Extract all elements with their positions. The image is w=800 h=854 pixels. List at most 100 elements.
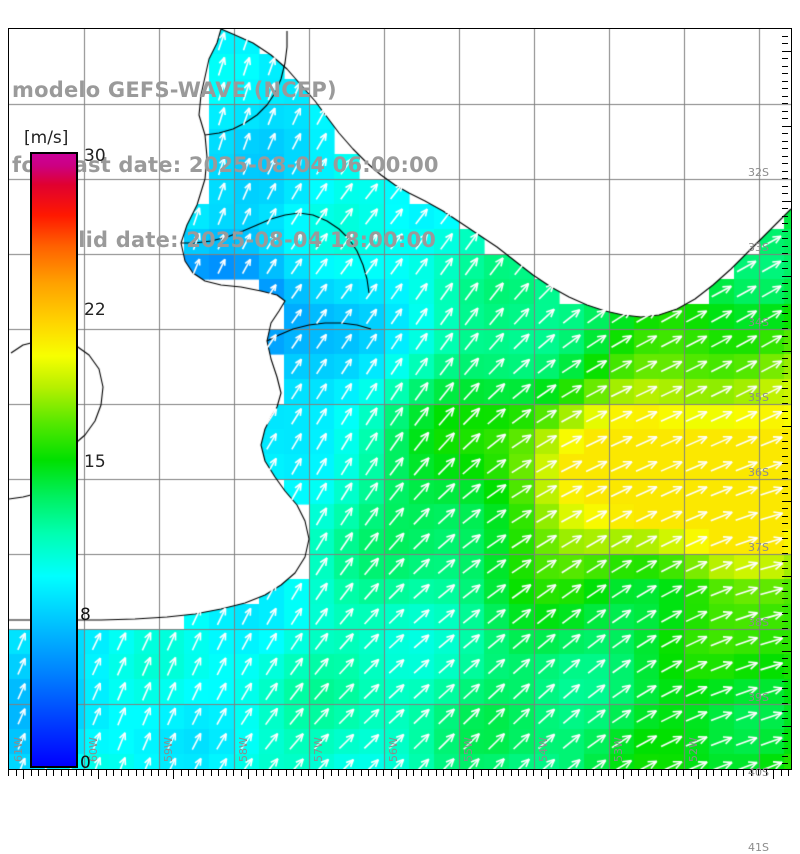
y-tick <box>782 410 788 412</box>
x-tick <box>83 770 84 776</box>
y-tick <box>782 658 788 659</box>
y-tick <box>782 508 788 509</box>
x-tick <box>60 770 62 776</box>
x-tick <box>210 770 212 776</box>
y-tick <box>782 553 788 554</box>
x-tick <box>218 770 219 776</box>
y-tick <box>782 545 788 547</box>
x-tick <box>428 770 429 776</box>
x-tick <box>360 770 362 776</box>
x-tick <box>450 770 452 776</box>
colorbar-tick-8: 8 <box>80 605 91 625</box>
x-tick <box>623 770 624 779</box>
x-tick <box>518 770 519 776</box>
y-tick <box>782 268 788 269</box>
x-tick <box>780 770 782 776</box>
x-tick <box>45 770 47 776</box>
y-tick <box>782 170 788 172</box>
x-tick <box>375 770 377 776</box>
x-tick <box>113 770 114 776</box>
x-tick <box>315 770 317 776</box>
map-plot-area[interactable] <box>8 28 792 770</box>
x-tick <box>420 770 422 776</box>
x-tick <box>735 770 737 776</box>
x-tick <box>480 770 482 776</box>
y-tick <box>782 568 788 569</box>
x-tick <box>240 770 242 776</box>
y-tick <box>782 305 788 307</box>
y-tick <box>782 125 791 127</box>
y-tick <box>782 328 788 329</box>
y-tick <box>782 538 788 539</box>
y-tick <box>782 733 788 734</box>
x-tick <box>308 770 309 776</box>
x-tick <box>293 770 294 776</box>
y-axis-ticks <box>782 28 792 770</box>
x-tick <box>128 770 129 776</box>
y-tick <box>782 380 788 382</box>
y-tick <box>782 575 791 577</box>
weather-model-figure: modelo GEFS-WAVE (NCEP) forecast date: 2… <box>8 28 792 854</box>
y-axis-label: 41S <box>748 841 769 854</box>
colorbar-tick-22: 22 <box>84 300 106 320</box>
y-tick <box>782 493 788 494</box>
y-tick <box>782 673 788 674</box>
y-tick <box>782 560 788 562</box>
x-tick <box>728 770 729 776</box>
x-tick <box>233 770 234 776</box>
x-tick <box>270 770 272 776</box>
x-tick <box>278 770 279 776</box>
y-tick <box>782 703 788 704</box>
x-tick <box>188 770 189 776</box>
x-axis-label: 57W <box>312 737 325 762</box>
y-tick <box>782 643 788 644</box>
y-tick <box>782 73 788 74</box>
y-tick <box>782 178 788 179</box>
y-tick <box>782 155 788 157</box>
y-tick <box>782 710 788 712</box>
x-tick <box>653 770 654 776</box>
x-tick <box>180 770 182 776</box>
x-tick <box>38 770 39 776</box>
x-tick <box>743 770 744 776</box>
y-tick <box>782 238 788 239</box>
y-tick <box>782 688 788 689</box>
x-tick <box>225 770 227 776</box>
y-tick <box>782 283 788 284</box>
y-tick <box>782 343 788 344</box>
x-tick <box>503 770 504 776</box>
x-tick <box>98 770 99 779</box>
y-tick <box>782 50 791 52</box>
x-tick <box>645 770 647 776</box>
y-tick <box>782 43 788 44</box>
y-axis-label: 38S <box>748 616 769 629</box>
y-tick <box>782 148 788 149</box>
x-tick <box>578 770 579 776</box>
x-tick <box>75 770 77 776</box>
y-tick <box>782 635 788 637</box>
y-tick <box>782 223 788 224</box>
y-tick <box>782 320 788 322</box>
x-tick <box>143 770 144 776</box>
x-tick <box>368 770 369 776</box>
y-tick <box>782 313 788 314</box>
x-tick <box>443 770 444 776</box>
y-tick <box>782 590 788 592</box>
x-tick <box>525 770 527 776</box>
x-tick <box>585 770 587 776</box>
x-tick <box>255 770 257 776</box>
x-tick <box>23 770 24 779</box>
colorbar[interactable] <box>30 152 78 768</box>
x-tick <box>563 770 564 776</box>
y-tick <box>782 110 788 112</box>
x-tick <box>68 770 69 776</box>
x-tick <box>30 770 32 776</box>
y-tick <box>782 388 788 389</box>
y-axis-label: 39S <box>748 691 769 704</box>
x-tick <box>300 770 302 776</box>
y-axis-label: 32S <box>748 166 769 179</box>
x-tick <box>548 770 549 779</box>
y-axis-label: 34S <box>748 316 769 329</box>
x-tick <box>383 770 384 776</box>
y-tick <box>782 260 788 262</box>
